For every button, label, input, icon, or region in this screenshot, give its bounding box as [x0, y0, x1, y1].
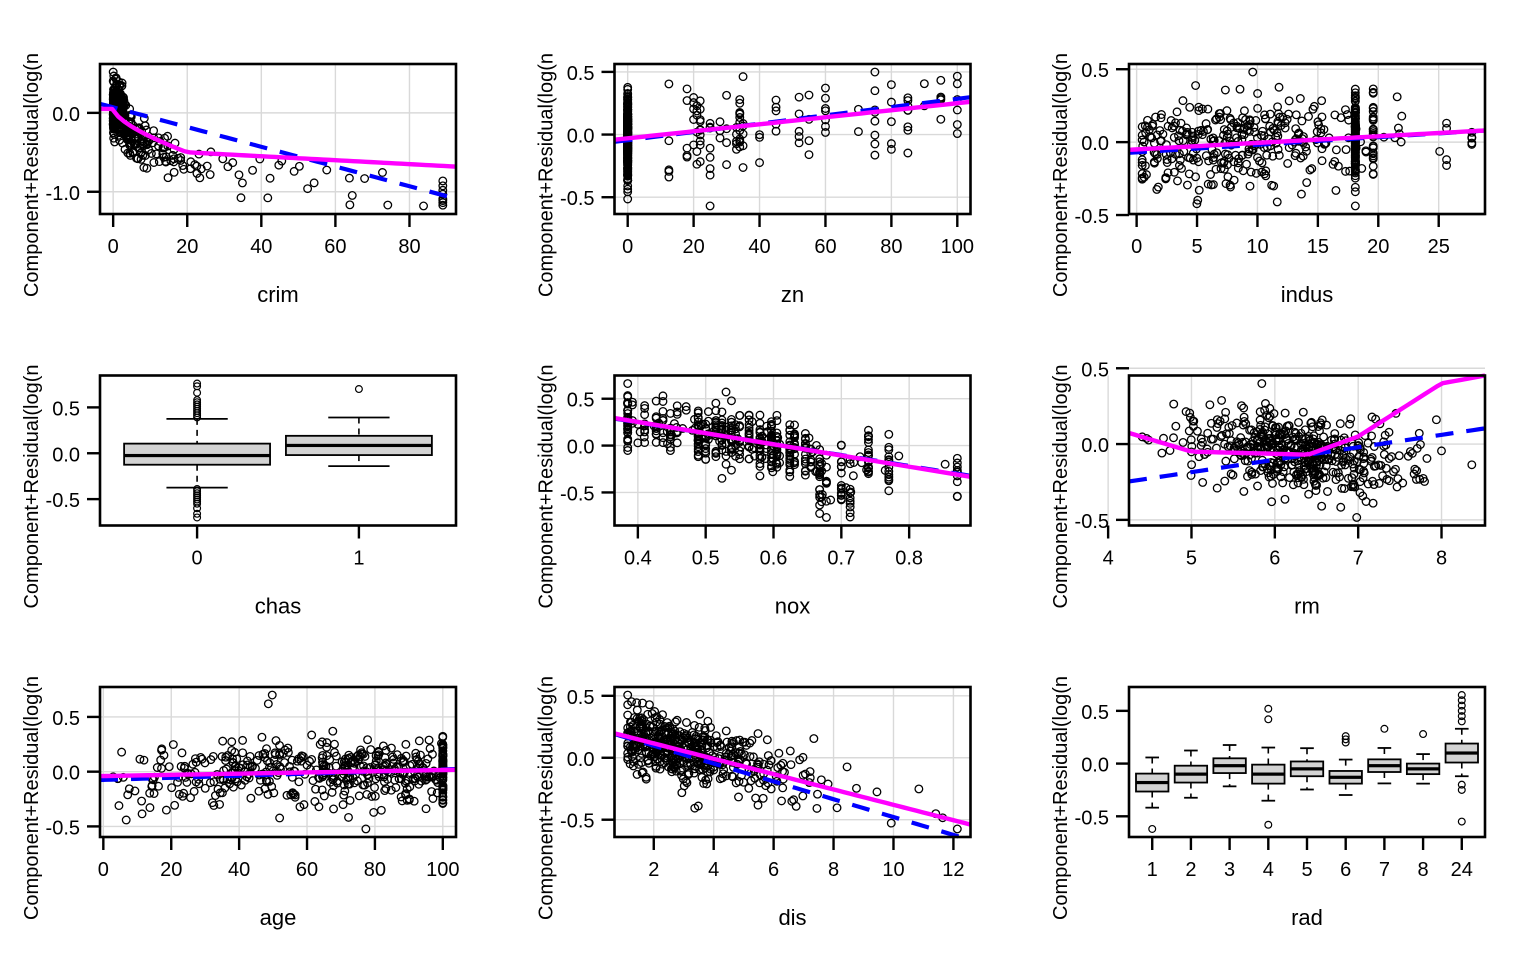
svg-text:6: 6 — [768, 859, 779, 881]
svg-text:0.0: 0.0 — [567, 437, 595, 459]
svg-text:60: 60 — [324, 236, 346, 258]
svg-text:-0.5: -0.5 — [46, 817, 80, 839]
svg-text:4: 4 — [1103, 548, 1114, 570]
svg-text:dis: dis — [778, 905, 806, 930]
svg-text:0.0: 0.0 — [1081, 435, 1109, 457]
svg-text:0: 0 — [192, 548, 203, 570]
svg-text:100: 100 — [426, 859, 459, 881]
svg-text:25: 25 — [1428, 236, 1450, 258]
svg-text:Component+Residual(log(n: Component+Residual(log(n — [21, 676, 43, 920]
svg-text:0.8: 0.8 — [895, 548, 923, 570]
svg-text:1: 1 — [353, 548, 364, 570]
svg-text:-0.5: -0.5 — [1075, 807, 1109, 829]
svg-text:rm: rm — [1294, 594, 1320, 619]
svg-text:6: 6 — [1340, 859, 1351, 881]
svg-text:Component+Residual(log(n: Component+Residual(log(n — [21, 364, 43, 608]
svg-text:0.5: 0.5 — [1081, 60, 1109, 82]
svg-text:60: 60 — [296, 859, 318, 881]
svg-text:10: 10 — [882, 859, 904, 881]
svg-text:0.0: 0.0 — [52, 763, 80, 785]
svg-text:0.5: 0.5 — [1081, 359, 1109, 381]
svg-text:chas: chas — [255, 594, 301, 619]
svg-text:20: 20 — [160, 859, 182, 881]
svg-text:10: 10 — [1246, 236, 1268, 258]
svg-text:8: 8 — [1436, 548, 1447, 570]
svg-text:5: 5 — [1301, 859, 1312, 881]
svg-text:0.6: 0.6 — [760, 548, 788, 570]
svg-text:3: 3 — [1224, 859, 1235, 881]
svg-text:40: 40 — [228, 859, 250, 881]
svg-text:0.0: 0.0 — [52, 104, 80, 126]
svg-text:2: 2 — [1185, 859, 1196, 881]
svg-text:Component+Residual(log(n: Component+Residual(log(n — [536, 53, 558, 297]
svg-text:Component+Residual(log(n: Component+Residual(log(n — [536, 364, 558, 608]
svg-text:-0.5: -0.5 — [1075, 206, 1109, 228]
svg-text:-0.5: -0.5 — [46, 490, 80, 512]
svg-text:0.0: 0.0 — [1081, 755, 1109, 777]
svg-text:12: 12 — [942, 859, 964, 881]
svg-text:Component+Residual(log(n: Component+Residual(log(n — [536, 676, 558, 920]
svg-text:7: 7 — [1353, 548, 1364, 570]
svg-text:5: 5 — [1186, 548, 1197, 570]
svg-text:0: 0 — [98, 859, 109, 881]
svg-text:24: 24 — [1451, 859, 1473, 881]
svg-text:100: 100 — [941, 236, 974, 258]
svg-text:0: 0 — [1131, 236, 1142, 258]
svg-text:0.0: 0.0 — [1081, 133, 1109, 155]
svg-text:Component+Residual(log(n: Component+Residual(log(n — [1050, 53, 1072, 297]
svg-text:0.0: 0.0 — [567, 749, 595, 771]
svg-text:indus: indus — [1281, 282, 1334, 307]
svg-text:7: 7 — [1379, 859, 1390, 881]
svg-text:80: 80 — [364, 859, 386, 881]
svg-text:rad: rad — [1291, 905, 1323, 930]
svg-text:15: 15 — [1307, 236, 1329, 258]
svg-text:-0.5: -0.5 — [560, 188, 594, 210]
svg-text:0.5: 0.5 — [567, 687, 595, 709]
svg-text:40: 40 — [250, 236, 272, 258]
svg-text:60: 60 — [814, 236, 836, 258]
svg-text:2: 2 — [648, 859, 659, 881]
svg-text:-0.5: -0.5 — [560, 811, 594, 833]
svg-text:0.5: 0.5 — [52, 398, 80, 420]
svg-text:Component+Residual(log(n: Component+Residual(log(n — [1050, 676, 1072, 920]
svg-text:20: 20 — [1367, 236, 1389, 258]
svg-text:40: 40 — [748, 236, 770, 258]
svg-text:4: 4 — [708, 859, 719, 881]
svg-text:zn: zn — [781, 282, 804, 307]
svg-text:0: 0 — [622, 236, 633, 258]
svg-text:20: 20 — [176, 236, 198, 258]
svg-text:nox: nox — [775, 594, 810, 619]
svg-text:8: 8 — [1418, 859, 1429, 881]
svg-text:80: 80 — [880, 236, 902, 258]
svg-text:20: 20 — [682, 236, 704, 258]
svg-text:0.5: 0.5 — [567, 390, 595, 412]
svg-text:-0.5: -0.5 — [1075, 511, 1109, 533]
svg-text:5: 5 — [1191, 236, 1202, 258]
svg-text:1: 1 — [1147, 859, 1158, 881]
svg-text:8: 8 — [828, 859, 839, 881]
svg-text:Component+Residual(log(n: Component+Residual(log(n — [21, 53, 43, 297]
svg-text:0.5: 0.5 — [1081, 702, 1109, 724]
svg-text:0.0: 0.0 — [567, 126, 595, 148]
svg-text:Component+Residual(log(n: Component+Residual(log(n — [1050, 364, 1072, 608]
svg-text:4: 4 — [1263, 859, 1274, 881]
svg-text:0.7: 0.7 — [827, 548, 855, 570]
svg-text:6: 6 — [1269, 548, 1280, 570]
svg-text:0.5: 0.5 — [692, 548, 720, 570]
svg-text:age: age — [260, 905, 297, 930]
svg-text:80: 80 — [398, 236, 420, 258]
svg-text:-1.0: -1.0 — [46, 183, 80, 205]
svg-text:0.5: 0.5 — [52, 708, 80, 730]
svg-text:0.0: 0.0 — [52, 444, 80, 466]
svg-text:0.4: 0.4 — [624, 548, 652, 570]
svg-text:crim: crim — [257, 282, 299, 307]
svg-text:0.5: 0.5 — [567, 63, 595, 85]
svg-text:0: 0 — [108, 236, 119, 258]
svg-text:-0.5: -0.5 — [560, 483, 594, 505]
